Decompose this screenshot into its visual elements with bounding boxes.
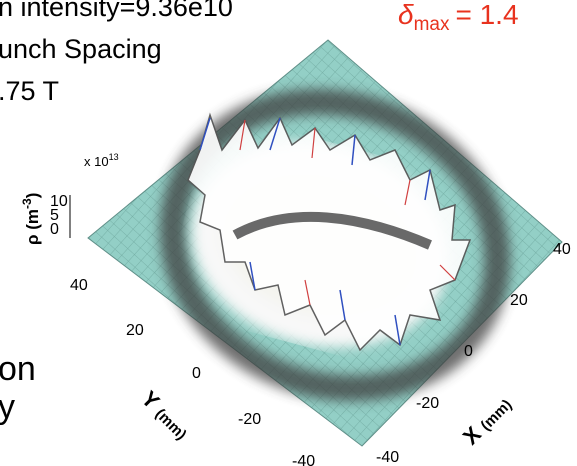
header-line: n intensity=9.36e10	[0, 0, 233, 22]
footer-line: on	[0, 350, 36, 388]
y-tick: 40	[70, 277, 88, 294]
x-tick: 20	[510, 292, 528, 309]
header-line: unch Spacing	[0, 34, 162, 64]
z-label: ρ (m-3)	[20, 193, 42, 245]
x-tick: -20	[416, 395, 439, 412]
footer-line: y	[0, 388, 15, 426]
y-tick: -20	[238, 411, 261, 428]
x-tick: -40	[376, 449, 399, 466]
x-tick: 40	[553, 241, 571, 258]
y-tick: 0	[192, 365, 201, 382]
footer: on y	[0, 350, 36, 426]
slide: n intensity=9.36e10 unch Spacing .75 T δ…	[0, 0, 577, 466]
z-scale: x 1013	[84, 152, 119, 169]
x-tick: 0	[464, 343, 473, 360]
header-line: .75 T	[0, 76, 59, 106]
header: n intensity=9.36e10 unch Spacing .75 T δ…	[0, 0, 519, 106]
y-tick: 20	[126, 322, 144, 339]
surface	[88, 40, 562, 446]
y-tick: -40	[292, 453, 315, 466]
y-label: Y(mm)	[136, 386, 194, 444]
delta-max: δmax= 1.4	[398, 0, 519, 35]
x-label: X(mm)	[458, 391, 516, 449]
z-tick: 0	[50, 221, 59, 238]
